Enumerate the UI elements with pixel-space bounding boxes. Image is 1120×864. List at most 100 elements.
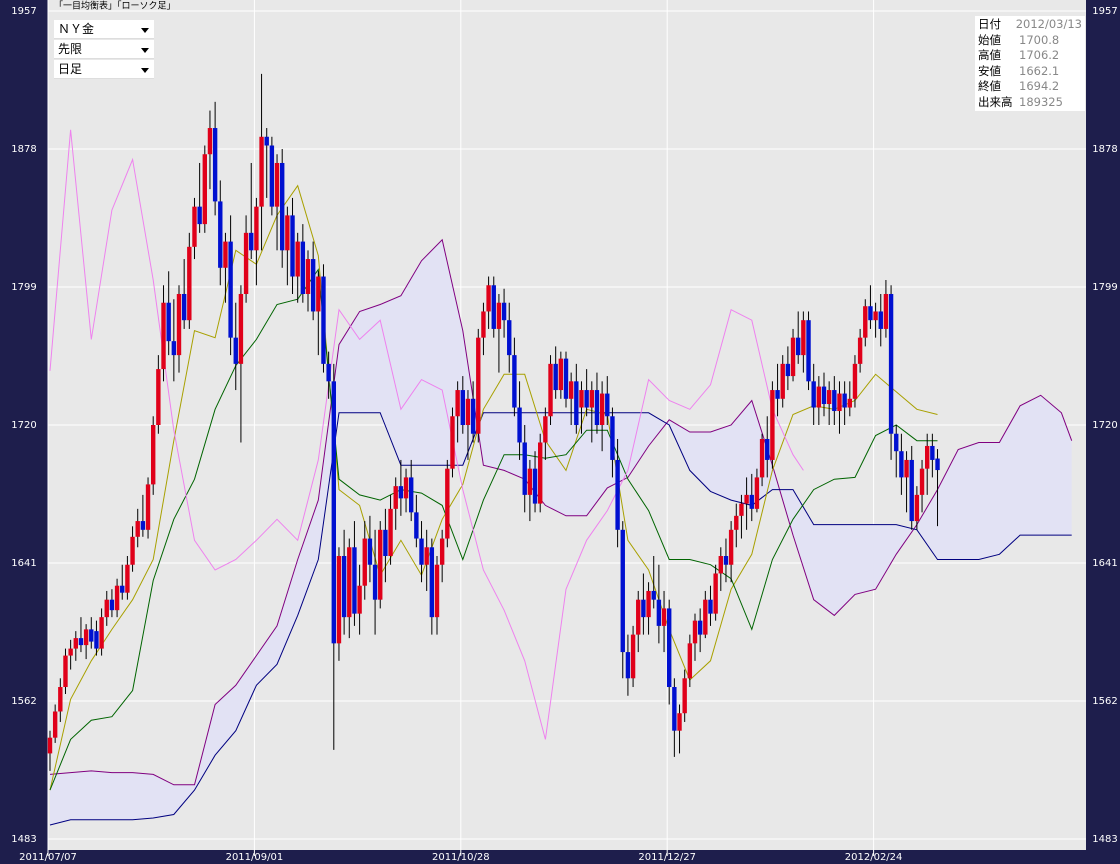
candle-body bbox=[176, 293, 182, 356]
candle-body bbox=[305, 259, 311, 294]
candle-body bbox=[341, 556, 347, 618]
candle-body bbox=[501, 302, 507, 321]
candle-body bbox=[58, 687, 63, 712]
candle-body bbox=[161, 302, 166, 370]
candle-body bbox=[419, 538, 424, 565]
y-tick-label: 1720 bbox=[11, 420, 36, 431]
candle-body bbox=[574, 381, 579, 425]
info-label: 終値 bbox=[978, 79, 1001, 93]
candle-body bbox=[238, 293, 244, 364]
candle-body bbox=[450, 416, 455, 469]
candle-body bbox=[672, 687, 677, 731]
candle-body bbox=[868, 306, 873, 321]
market-dropdown[interactable]: ＮＹ金 bbox=[54, 20, 154, 39]
candle-body bbox=[765, 438, 770, 460]
candle-body bbox=[780, 363, 785, 399]
candle-body bbox=[455, 390, 460, 417]
chart-title: 「一目均衡表」「ローソク足」 bbox=[54, 0, 176, 12]
x-tick-label: 2011/12/27 bbox=[638, 852, 696, 863]
candle-body bbox=[584, 390, 589, 408]
candle-body bbox=[816, 386, 822, 408]
candle-body bbox=[403, 477, 409, 499]
candle-body bbox=[187, 246, 192, 321]
info-label: 出来高 bbox=[978, 94, 1013, 109]
candle-body bbox=[223, 241, 228, 268]
candle-body bbox=[826, 390, 832, 405]
candle-body bbox=[295, 241, 300, 277]
candle-body bbox=[785, 363, 791, 377]
info-value: 1706.2 bbox=[1019, 48, 1060, 62]
candle-body bbox=[89, 629, 94, 642]
candle-body bbox=[120, 585, 125, 593]
candle-body bbox=[930, 445, 935, 460]
candle-body bbox=[589, 390, 594, 408]
dropdown-arrow bbox=[141, 48, 149, 53]
candle-body bbox=[620, 529, 625, 653]
candle-body bbox=[667, 608, 672, 688]
candle-body bbox=[73, 638, 78, 649]
candle-body bbox=[708, 599, 713, 614]
y-tick-label: 1641 bbox=[11, 558, 36, 569]
candle-body bbox=[264, 136, 269, 146]
y-tick-label: 1957 bbox=[1092, 6, 1117, 17]
candle-body bbox=[594, 390, 600, 425]
info-value: 189325 bbox=[1019, 94, 1063, 109]
candle-body bbox=[914, 494, 920, 522]
candle-body bbox=[522, 442, 527, 495]
candle-body bbox=[202, 154, 207, 225]
y-tick-label: 1562 bbox=[1092, 696, 1117, 707]
candle-body bbox=[538, 442, 543, 504]
dropdown-label: 日足 bbox=[58, 62, 83, 76]
candle-body bbox=[610, 416, 615, 460]
candle-body bbox=[171, 341, 177, 356]
candle-body bbox=[625, 652, 631, 679]
y-tick-label: 1799 bbox=[1092, 282, 1117, 293]
y-tick-label: 1878 bbox=[1092, 144, 1117, 155]
candle-body bbox=[63, 655, 68, 688]
candle-body bbox=[78, 638, 84, 646]
candle-body bbox=[388, 508, 393, 557]
candle-body bbox=[512, 355, 517, 408]
candle-body bbox=[857, 337, 863, 364]
candle-body bbox=[599, 393, 605, 425]
candle-body bbox=[697, 620, 703, 635]
candle-body bbox=[197, 206, 202, 225]
candle-body bbox=[754, 477, 760, 509]
candle-body bbox=[156, 369, 161, 425]
candle-body bbox=[83, 629, 89, 646]
candle-body bbox=[837, 393, 842, 412]
candle-body bbox=[192, 206, 197, 247]
candle-body bbox=[682, 678, 687, 714]
candle-body bbox=[744, 494, 749, 504]
x-tick-label: 2011/07/07 bbox=[19, 852, 77, 863]
candle-body bbox=[543, 416, 548, 443]
candle-body bbox=[409, 477, 414, 513]
candle-body bbox=[243, 232, 249, 294]
candle-body bbox=[383, 529, 388, 557]
candle-body bbox=[140, 521, 146, 530]
info-row: 出来高 189325 bbox=[978, 95, 1082, 111]
candle-body bbox=[563, 358, 569, 399]
candle-body bbox=[749, 494, 754, 509]
candle-body bbox=[130, 536, 135, 565]
candle-body bbox=[734, 515, 739, 530]
candle-body bbox=[656, 599, 662, 626]
info-value: 2012/03/13 bbox=[1015, 17, 1082, 31]
candle-body bbox=[661, 608, 667, 626]
candle-body bbox=[290, 215, 295, 277]
candle-body bbox=[47, 737, 53, 754]
candle-body bbox=[651, 590, 656, 600]
candle-body bbox=[713, 573, 718, 614]
candle-body bbox=[925, 445, 930, 469]
period-dropdown[interactable]: 日足 bbox=[54, 60, 154, 79]
candle-body bbox=[899, 451, 904, 478]
candle-body bbox=[919, 468, 925, 495]
candle-body bbox=[362, 538, 367, 586]
candle-body bbox=[367, 538, 373, 565]
candle-body bbox=[507, 320, 512, 356]
candle-body bbox=[873, 311, 878, 321]
candle-body bbox=[347, 547, 352, 618]
candle-body bbox=[393, 486, 398, 509]
contract-dropdown[interactable]: 先限 bbox=[54, 40, 154, 59]
